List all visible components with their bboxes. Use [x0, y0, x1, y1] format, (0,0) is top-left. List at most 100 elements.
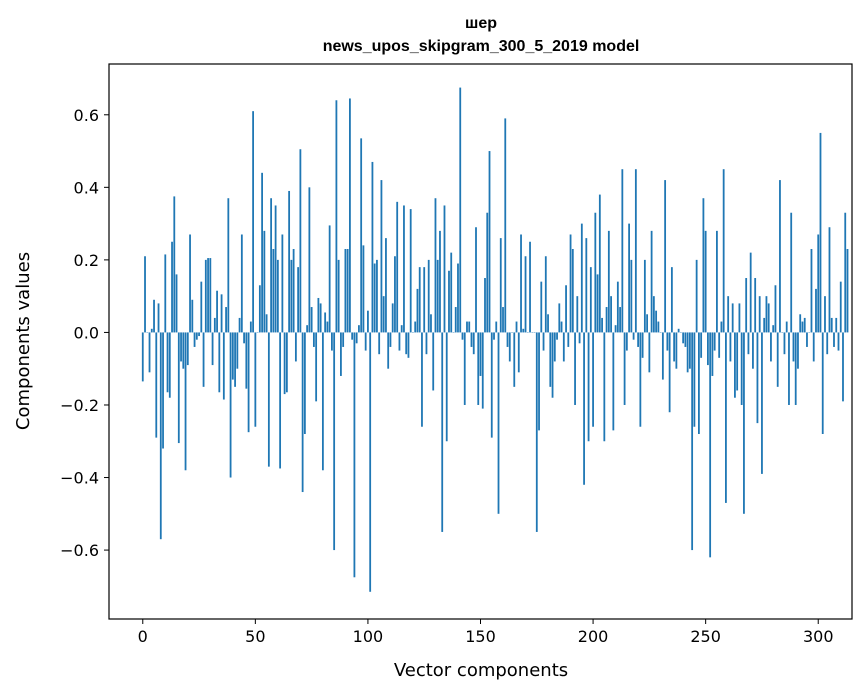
bar	[376, 259, 378, 333]
bar	[333, 332, 336, 551]
bar	[396, 201, 399, 333]
bar	[272, 249, 275, 333]
bar	[801, 321, 804, 333]
bar	[162, 332, 164, 449]
bar	[819, 132, 822, 333]
bar	[727, 296, 730, 333]
bar-series	[141, 87, 849, 592]
bar	[432, 332, 435, 391]
bar	[837, 332, 840, 351]
bar	[279, 332, 282, 469]
bar	[423, 267, 426, 333]
bar	[477, 332, 480, 405]
bar	[484, 278, 486, 333]
bar	[803, 317, 806, 333]
bar	[238, 317, 241, 333]
bar	[673, 332, 676, 362]
bar	[299, 149, 302, 333]
bar	[529, 241, 531, 333]
x-tick-label: 150	[465, 627, 496, 646]
bar	[153, 299, 155, 333]
bar	[583, 332, 585, 485]
bar	[150, 328, 153, 333]
bar	[560, 321, 563, 333]
bar	[173, 196, 176, 333]
x-tick-label: 200	[578, 627, 609, 646]
bar	[331, 332, 333, 351]
bar	[157, 303, 160, 333]
y-tick-label: −0.6	[60, 541, 99, 560]
bar	[686, 332, 689, 373]
bar	[603, 332, 606, 442]
bar	[776, 332, 779, 387]
bar	[463, 332, 466, 405]
bar	[344, 249, 347, 333]
bar	[148, 332, 151, 373]
bar	[141, 332, 144, 382]
bar	[159, 332, 162, 540]
bar	[783, 332, 786, 355]
bar	[466, 321, 468, 333]
bar	[693, 332, 696, 427]
bar	[353, 332, 356, 578]
bar	[319, 303, 322, 333]
bar	[267, 332, 270, 467]
bar	[445, 332, 448, 442]
bar	[261, 172, 263, 333]
bar	[668, 332, 671, 413]
bar	[180, 332, 182, 362]
bar	[623, 332, 626, 405]
bar	[524, 256, 527, 333]
bar	[826, 332, 829, 355]
bar	[725, 332, 727, 503]
bar	[164, 254, 167, 333]
bar	[718, 332, 721, 358]
bar	[407, 332, 410, 358]
bar	[571, 249, 574, 333]
bar	[186, 332, 189, 366]
bar	[177, 332, 180, 444]
bar	[815, 288, 817, 333]
bar	[403, 205, 405, 333]
bar	[589, 267, 592, 333]
bar	[833, 332, 835, 347]
bar	[479, 332, 482, 376]
y-tick-label: 0.0	[74, 323, 99, 342]
bar	[547, 314, 549, 333]
bar	[736, 332, 739, 391]
bar	[493, 332, 495, 340]
bar	[770, 332, 772, 362]
bar	[661, 332, 664, 380]
bar	[371, 161, 374, 333]
bar	[193, 332, 196, 347]
bar	[355, 332, 358, 344]
y-tick-label: 0.6	[74, 106, 99, 125]
bar	[335, 100, 338, 333]
bar	[340, 332, 342, 376]
bar	[716, 230, 718, 333]
bar	[310, 307, 313, 333]
bar	[434, 198, 437, 333]
bar	[191, 299, 194, 333]
bar	[542, 332, 545, 351]
bar	[209, 258, 212, 333]
bar	[601, 317, 603, 333]
bar	[441, 332, 444, 532]
bar	[486, 212, 489, 333]
bar	[648, 332, 651, 373]
bar	[362, 245, 365, 333]
bar	[828, 227, 831, 333]
bar	[740, 332, 743, 405]
bar	[418, 267, 421, 333]
bar	[749, 252, 752, 333]
bar	[538, 332, 540, 431]
bar	[711, 332, 714, 376]
bar	[360, 138, 363, 333]
bar	[722, 169, 725, 333]
bar	[508, 332, 511, 362]
bar	[810, 249, 813, 333]
bar	[475, 227, 477, 333]
bar	[385, 238, 387, 333]
bar	[646, 314, 649, 333]
bar	[610, 296, 612, 333]
